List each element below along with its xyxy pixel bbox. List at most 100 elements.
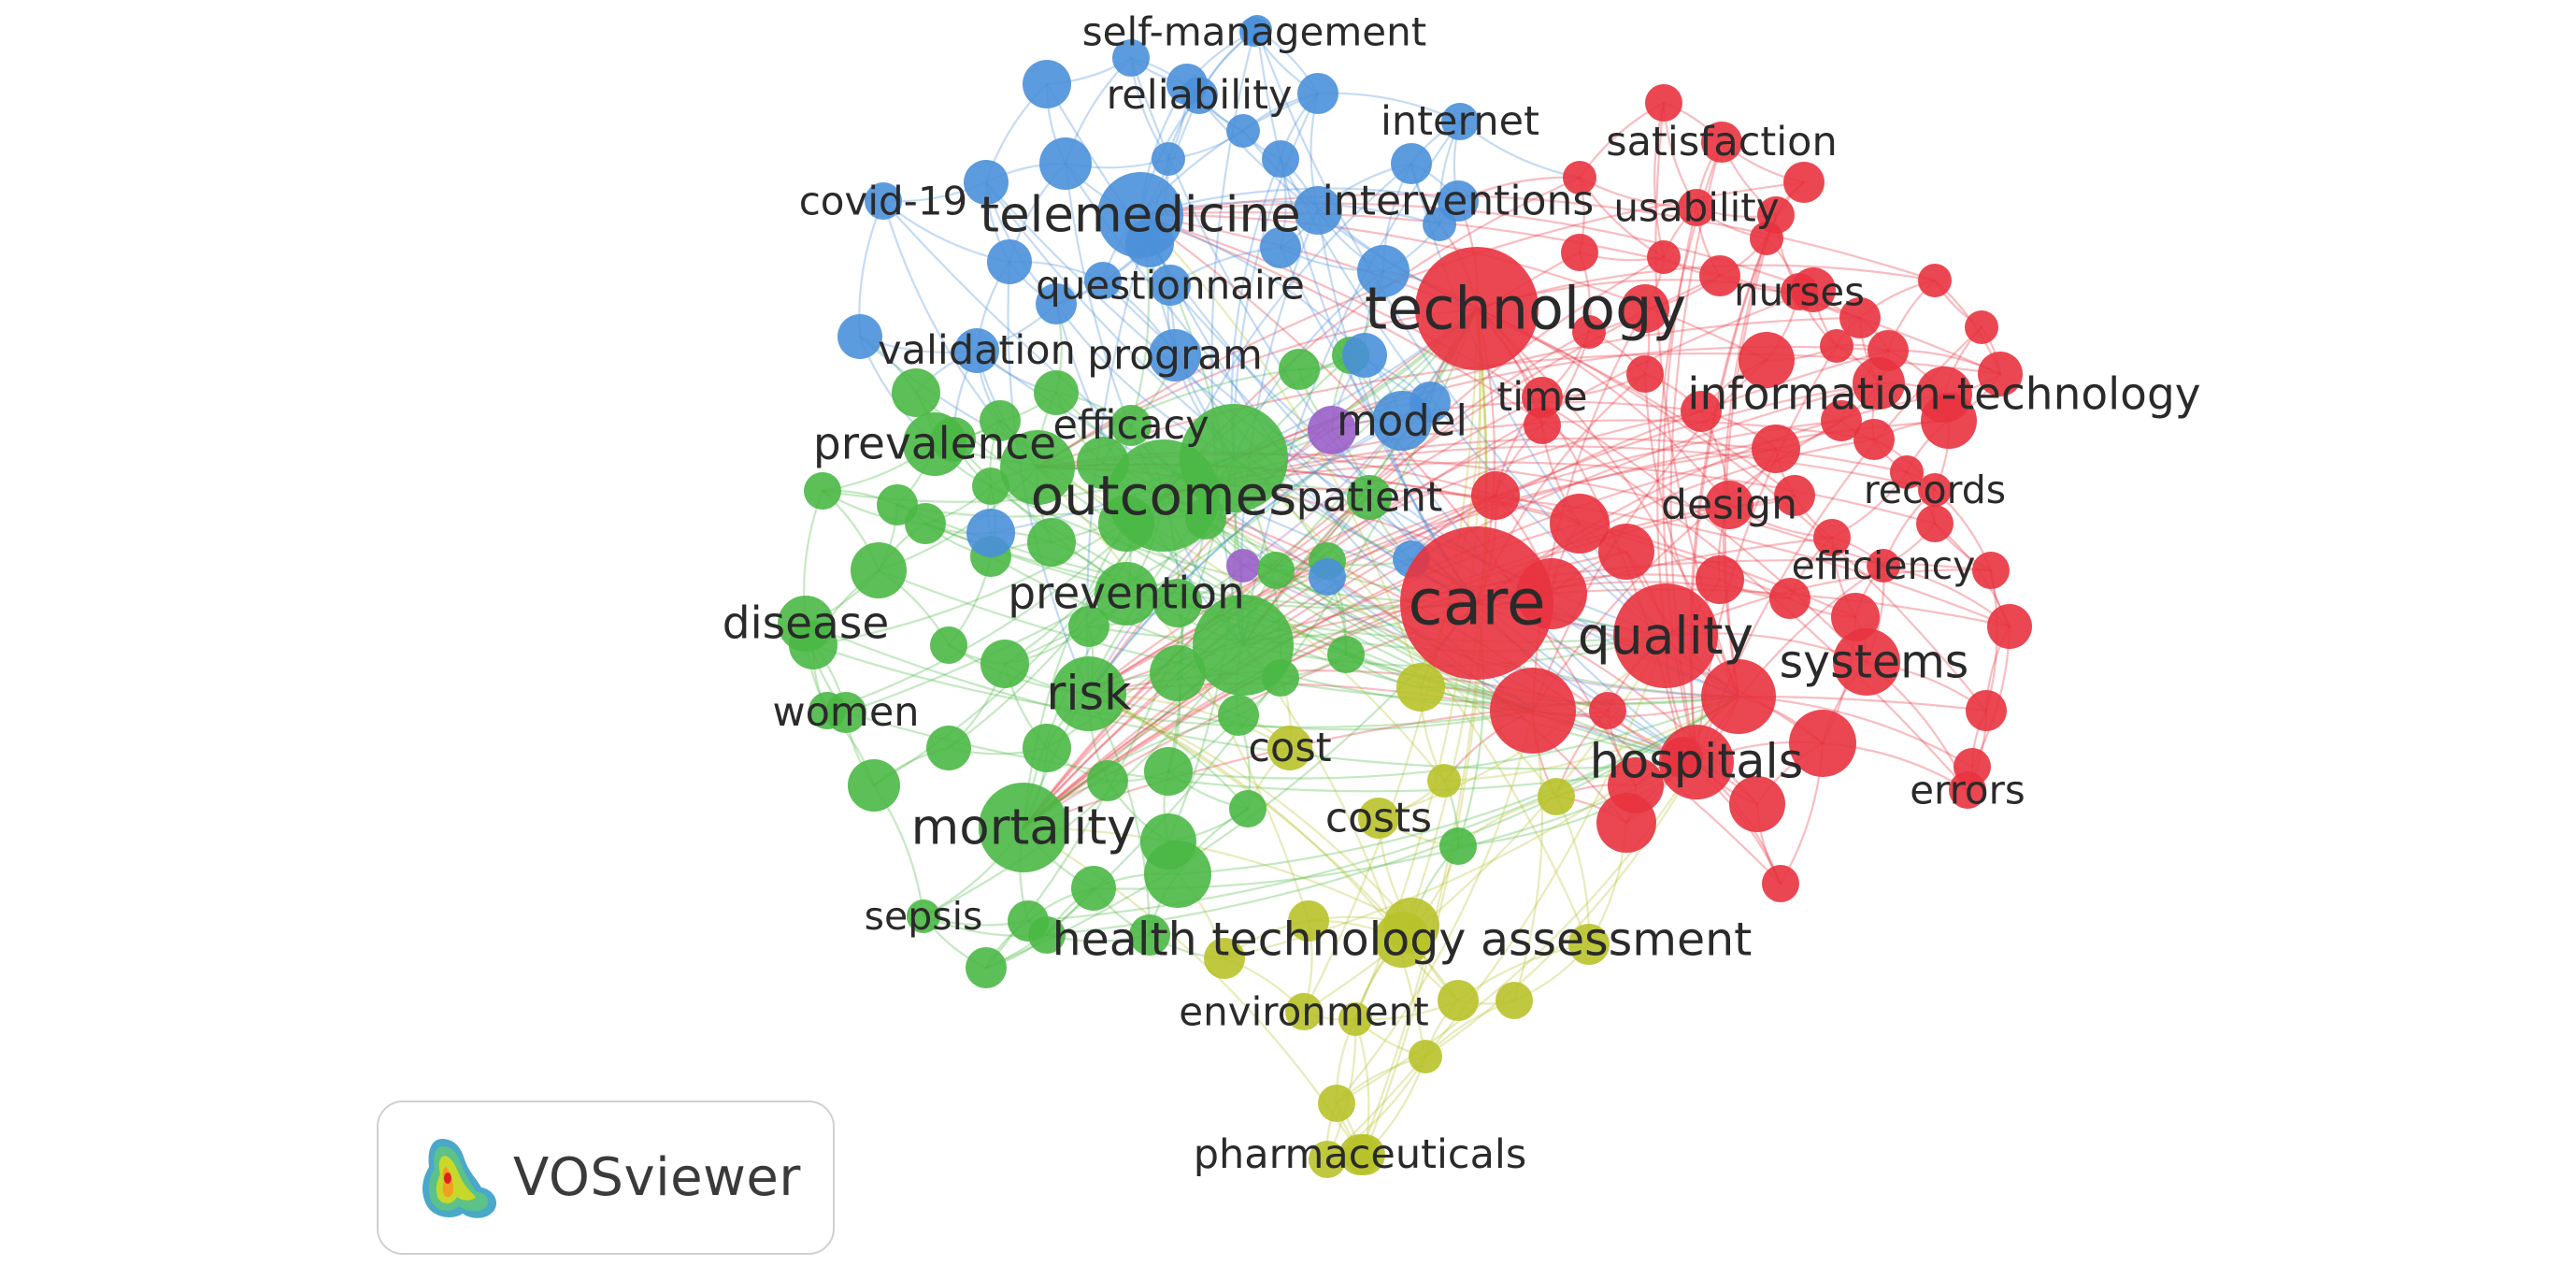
network-node[interactable] bbox=[1589, 692, 1626, 729]
node-interventions[interactable] bbox=[1438, 180, 1479, 222]
label-costs[interactable]: costs bbox=[1325, 795, 1432, 842]
network-node[interactable] bbox=[1820, 329, 1853, 363]
node-satisfaction[interactable] bbox=[1701, 122, 1742, 163]
label-efficiency[interactable]: efficiency bbox=[1792, 543, 1976, 588]
network-node[interactable] bbox=[1152, 142, 1185, 176]
network-node[interactable] bbox=[1023, 724, 1071, 772]
node-cost[interactable] bbox=[1267, 726, 1312, 770]
network-node[interactable] bbox=[1204, 938, 1245, 979]
label-records[interactable]: records bbox=[1864, 468, 2006, 512]
network-node[interactable] bbox=[1821, 400, 1862, 441]
network-node[interactable] bbox=[1166, 64, 1208, 105]
network-node[interactable] bbox=[1226, 549, 1260, 583]
network-node[interactable] bbox=[1309, 558, 1346, 596]
network-node[interactable] bbox=[1769, 578, 1810, 619]
network-node[interactable] bbox=[1621, 284, 1669, 333]
network-node[interactable] bbox=[1916, 505, 1953, 542]
network-node[interactable] bbox=[1308, 406, 1356, 454]
network-node[interactable] bbox=[1409, 1040, 1442, 1073]
node-telemedicine[interactable] bbox=[1097, 172, 1183, 258]
network-node[interactable] bbox=[1294, 186, 1342, 235]
label-design[interactable]: design bbox=[1661, 482, 1797, 529]
network-node[interactable] bbox=[1978, 352, 2023, 396]
label-disease[interactable]: disease bbox=[723, 598, 890, 650]
label-women[interactable]: women bbox=[772, 689, 919, 736]
network-node[interactable] bbox=[1598, 524, 1654, 580]
network-node[interactable] bbox=[1150, 645, 1206, 701]
node-mortality[interactable] bbox=[979, 783, 1068, 872]
label-hospitals[interactable]: hospitals bbox=[1590, 735, 1804, 790]
label-health-technology-assessment[interactable]: health technology assessment bbox=[1052, 914, 1753, 967]
network-node[interactable] bbox=[1288, 900, 1329, 942]
network-node[interactable] bbox=[1890, 455, 1924, 489]
network-node[interactable] bbox=[1229, 790, 1267, 827]
network-node[interactable] bbox=[1729, 776, 1785, 832]
network-node[interactable] bbox=[1921, 393, 1977, 449]
node-prevention[interactable] bbox=[1095, 562, 1158, 626]
network-node[interactable] bbox=[1039, 137, 1092, 190]
network-node[interactable] bbox=[1524, 407, 1561, 444]
network-node[interactable] bbox=[1789, 710, 1856, 777]
network-node[interactable] bbox=[926, 726, 971, 770]
network-node[interactable] bbox=[1596, 793, 1656, 853]
label-systems[interactable]: systems bbox=[1780, 636, 1969, 689]
network-node[interactable] bbox=[1342, 333, 1387, 378]
network-node[interactable] bbox=[1774, 475, 1815, 516]
node-systems[interactable] bbox=[1833, 628, 1900, 696]
network-node[interactable] bbox=[1965, 310, 1998, 344]
label-reliability[interactable]: reliability bbox=[1107, 72, 1293, 119]
network-node[interactable] bbox=[1762, 865, 1799, 902]
node-patient[interactable] bbox=[1347, 475, 1392, 520]
node-covid-19[interactable] bbox=[865, 182, 902, 220]
node-hospitals[interactable] bbox=[1659, 725, 1734, 799]
label-validation[interactable]: validation bbox=[878, 327, 1076, 374]
label-errors[interactable]: errors bbox=[1910, 768, 2025, 813]
label-time[interactable]: time bbox=[1496, 374, 1587, 421]
label-interventions[interactable]: interventions bbox=[1323, 178, 1595, 225]
network-node[interactable] bbox=[1084, 262, 1122, 299]
network-node[interactable] bbox=[972, 468, 1009, 505]
network-node[interactable] bbox=[1071, 866, 1116, 911]
network-node[interactable] bbox=[1262, 140, 1299, 178]
node-sepsis[interactable] bbox=[907, 899, 940, 933]
network-node[interactable] bbox=[1297, 73, 1338, 114]
network-node[interactable] bbox=[1318, 1085, 1355, 1122]
label-pharmaceuticals[interactable]: pharmaceuticals bbox=[1194, 1131, 1527, 1178]
network-node[interactable] bbox=[1279, 349, 1320, 390]
label-covid-19[interactable]: covid-19 bbox=[799, 179, 968, 224]
network-node[interactable] bbox=[1257, 552, 1295, 589]
network-node[interactable] bbox=[1008, 900, 1049, 942]
node-quality[interactable] bbox=[1613, 583, 1718, 688]
network-node[interactable] bbox=[930, 626, 967, 664]
network-node[interactable] bbox=[1757, 196, 1795, 234]
network-node[interactable] bbox=[1853, 357, 1905, 410]
network-node[interactable] bbox=[1383, 898, 1439, 954]
node-disease[interactable] bbox=[778, 596, 834, 652]
network-node[interactable] bbox=[1344, 1134, 1385, 1175]
network-node[interactable] bbox=[1645, 84, 1682, 122]
network-node[interactable] bbox=[1144, 747, 1193, 796]
network-node[interactable] bbox=[1218, 695, 1259, 736]
label-efficacy[interactable]: efficacy bbox=[1052, 402, 1209, 449]
network-node[interactable] bbox=[1034, 370, 1079, 415]
network-node[interactable] bbox=[1647, 240, 1681, 274]
label-questionnaire[interactable]: questionnaire bbox=[1036, 263, 1305, 309]
label-care[interactable]: care bbox=[1408, 567, 1545, 640]
node-prevalence[interactable] bbox=[903, 412, 966, 476]
network-node[interactable] bbox=[1427, 764, 1461, 798]
network-node[interactable] bbox=[1153, 579, 1202, 627]
network-node[interactable] bbox=[1023, 60, 1071, 108]
network-node[interactable] bbox=[837, 314, 882, 359]
network-node[interactable] bbox=[980, 400, 1021, 441]
network-node[interactable] bbox=[848, 759, 900, 812]
network-node[interactable] bbox=[1068, 606, 1109, 647]
label-self-management[interactable]: self-management bbox=[1082, 9, 1426, 55]
network-node[interactable] bbox=[1791, 267, 1836, 312]
network-node[interactable] bbox=[1471, 471, 1520, 520]
network-node[interactable] bbox=[966, 509, 1015, 557]
network-node[interactable] bbox=[1783, 162, 1825, 203]
network-node[interactable] bbox=[877, 484, 918, 525]
network-node[interactable] bbox=[980, 640, 1029, 688]
label-prevalence[interactable]: prevalence bbox=[813, 419, 1056, 470]
label-usability[interactable]: usability bbox=[1613, 185, 1779, 231]
